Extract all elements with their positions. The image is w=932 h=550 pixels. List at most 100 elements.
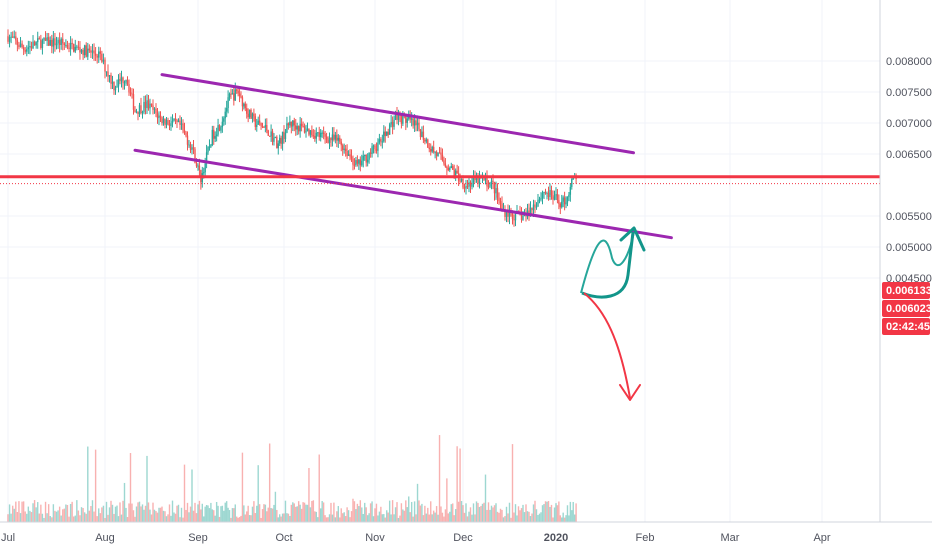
volume-bar bbox=[559, 515, 562, 522]
volume-bar bbox=[214, 515, 216, 522]
volume-bar bbox=[57, 510, 59, 522]
candle-body bbox=[192, 147, 195, 150]
volume-bar bbox=[238, 517, 241, 522]
candle-body bbox=[62, 38, 64, 44]
volume-bar bbox=[478, 506, 481, 522]
candle-body bbox=[546, 192, 548, 194]
candle-body bbox=[394, 113, 397, 120]
volume-bar bbox=[76, 500, 78, 522]
volume-bar bbox=[253, 501, 255, 522]
volume-bar bbox=[353, 501, 356, 522]
volume-bar bbox=[408, 496, 410, 522]
volume-bar bbox=[434, 512, 436, 522]
candle-body bbox=[381, 141, 384, 143]
volume-bar bbox=[477, 502, 479, 522]
candle-body bbox=[378, 139, 381, 143]
volume-bar bbox=[284, 500, 287, 522]
volume-bar bbox=[537, 514, 539, 522]
candle-body bbox=[359, 159, 362, 166]
candle-body bbox=[324, 134, 326, 137]
volume-bar bbox=[337, 506, 340, 522]
candle-body bbox=[283, 131, 285, 140]
candle-body bbox=[535, 206, 538, 208]
volume-bar bbox=[186, 502, 189, 522]
volume-bar bbox=[146, 455, 148, 522]
candle-body bbox=[41, 40, 44, 48]
candle-body bbox=[125, 79, 127, 83]
candle-body bbox=[507, 211, 509, 217]
candle-body bbox=[495, 188, 497, 194]
candle-body bbox=[292, 120, 294, 127]
candle-body bbox=[76, 46, 78, 48]
candle-body bbox=[104, 59, 106, 72]
volume-bar bbox=[251, 506, 254, 522]
candle-body bbox=[412, 118, 414, 126]
candle-body bbox=[449, 168, 451, 171]
candle-body bbox=[131, 93, 133, 95]
volume-bar bbox=[569, 501, 572, 522]
volume-bar bbox=[119, 502, 121, 522]
candle-body bbox=[434, 151, 436, 153]
candle-body bbox=[116, 86, 118, 88]
candle-body bbox=[289, 121, 291, 126]
candle-body bbox=[164, 118, 166, 125]
candle-body bbox=[306, 128, 309, 132]
candle-body bbox=[237, 90, 239, 94]
volume-bar bbox=[240, 515, 242, 522]
volume-bar bbox=[427, 507, 429, 522]
volume-bar bbox=[73, 516, 75, 522]
candle-body bbox=[287, 123, 290, 126]
x-tick-label: Jul bbox=[1, 532, 15, 544]
candle-body bbox=[410, 118, 413, 120]
volume-bar bbox=[80, 507, 83, 522]
candle-body bbox=[247, 113, 249, 118]
candle-body bbox=[83, 45, 86, 56]
candle-body bbox=[513, 219, 515, 221]
y-tick-label: 0.007500 bbox=[886, 87, 932, 99]
bearish-scenario-arrow bbox=[583, 292, 631, 399]
candle-body bbox=[437, 152, 439, 156]
volume-bar bbox=[409, 512, 411, 522]
volume-bar bbox=[126, 517, 129, 522]
volume-bar bbox=[277, 517, 279, 522]
volume-bar bbox=[543, 504, 545, 522]
volume-bar bbox=[87, 446, 89, 522]
volume-bar bbox=[224, 502, 226, 522]
volume-bar bbox=[113, 513, 115, 522]
volume-bar bbox=[228, 510, 231, 522]
volume-bar bbox=[465, 503, 467, 522]
candle-body bbox=[293, 120, 295, 126]
volume-bar bbox=[162, 510, 165, 522]
candle-body bbox=[460, 178, 463, 181]
volume-bar bbox=[514, 504, 517, 522]
volume-bar bbox=[204, 506, 206, 522]
candle-body bbox=[305, 131, 307, 133]
candle-body bbox=[537, 199, 539, 207]
volume-bar bbox=[143, 509, 145, 522]
volume-bar bbox=[156, 512, 159, 522]
candle-body bbox=[146, 100, 148, 108]
candle-body bbox=[444, 163, 447, 167]
volume-bar bbox=[274, 491, 277, 522]
candle-body bbox=[137, 111, 139, 115]
volume-bar bbox=[198, 500, 201, 522]
candle-body bbox=[538, 199, 541, 201]
candle-body bbox=[170, 123, 172, 126]
candle-body bbox=[415, 120, 417, 126]
candle-body bbox=[472, 176, 475, 184]
candle-body bbox=[569, 186, 572, 195]
volume-bar bbox=[300, 508, 303, 522]
volume-bar bbox=[330, 502, 332, 522]
volume-bar bbox=[523, 512, 526, 522]
candle-body bbox=[295, 125, 297, 130]
candle-body bbox=[492, 180, 494, 183]
volume-bar bbox=[189, 506, 192, 522]
candle-body bbox=[246, 108, 248, 114]
volume-bar bbox=[94, 449, 97, 522]
bullish-arrowhead bbox=[619, 226, 646, 252]
volume-bar bbox=[343, 512, 345, 522]
candle-body bbox=[490, 180, 493, 183]
volume-bar bbox=[108, 507, 111, 522]
candle-body bbox=[463, 187, 466, 189]
